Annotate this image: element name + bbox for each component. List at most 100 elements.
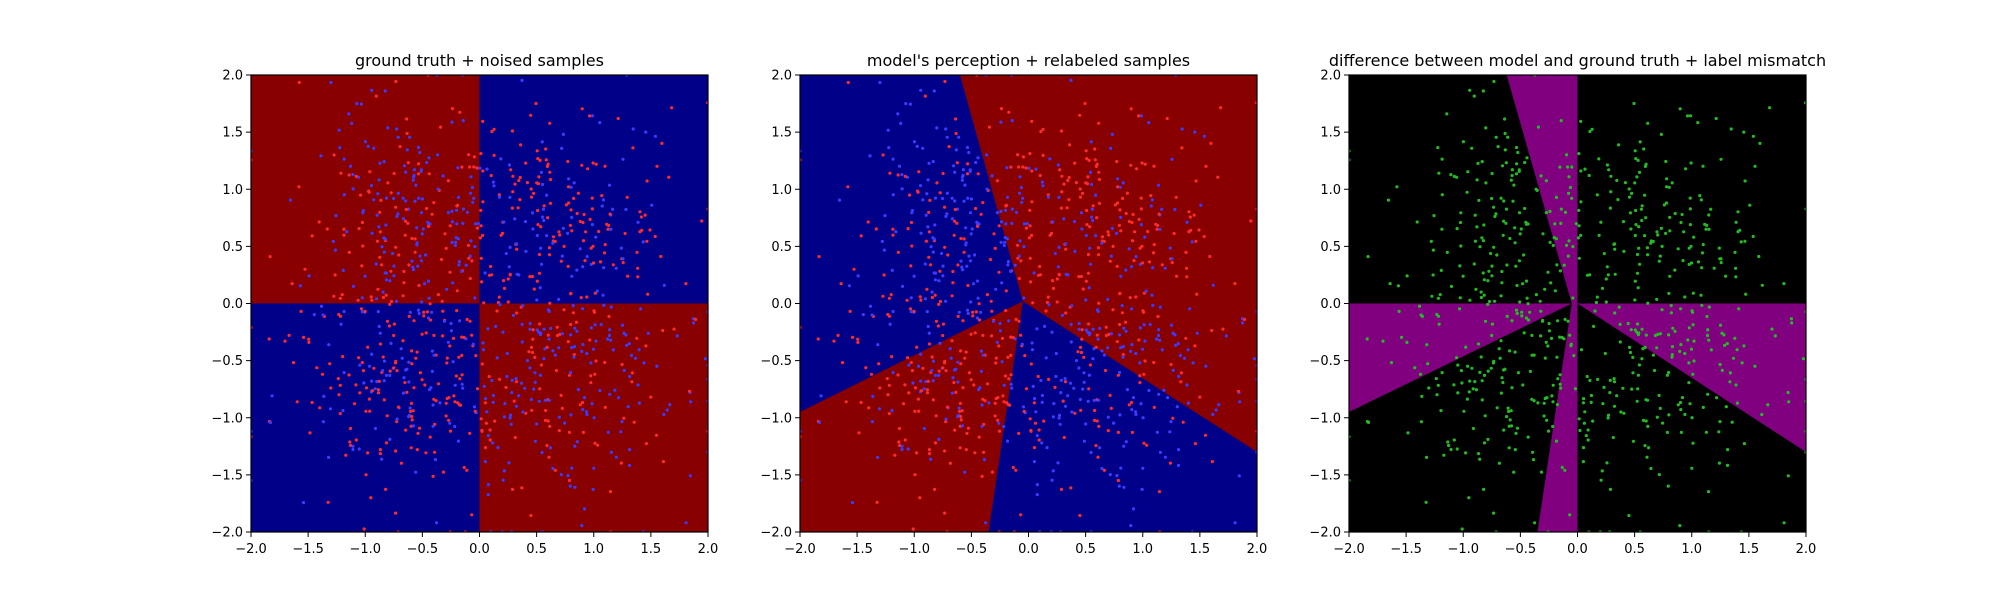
sample-point [424,451,428,455]
sample-point [945,212,949,216]
sample-point [1513,241,1517,245]
sample-point [380,245,384,249]
sample-point [416,264,420,268]
sample-point [1051,415,1055,419]
sample-point [1687,361,1691,365]
sample-point [1009,335,1013,339]
sample-point [1039,129,1043,134]
sample-point [392,366,396,370]
sample-point [1139,207,1143,211]
sample-point [562,244,566,248]
sample-point [566,231,570,235]
sample-point [1636,158,1640,162]
sample-point [1497,461,1501,465]
sample-point [870,313,874,317]
sample-point [1618,322,1622,326]
sample-point [945,405,950,409]
sample-point [1686,338,1690,342]
sample-point [497,295,501,299]
sample-point [1028,224,1032,228]
sample-point [510,129,515,133]
sample-point [989,299,993,303]
sample-point [903,174,907,178]
sample-point [1736,230,1740,234]
sample-point [1006,260,1011,264]
sample-point [943,205,947,209]
sample-point [603,405,607,409]
sample-point [529,187,533,191]
sample-point [416,431,420,435]
sample-point [1111,308,1115,312]
sample-point [1054,351,1058,356]
sample-point [960,424,965,428]
sample-point [470,185,474,190]
sample-point [1209,141,1213,145]
sample-point [1122,444,1126,448]
x-tick-label: 2.0 [1796,542,1817,557]
sample-point [348,426,353,431]
sample-point [1513,226,1517,230]
sample-point [590,223,595,227]
sample-point [1031,301,1035,305]
sample-point [310,400,314,405]
sample-point [344,453,348,457]
sample-point [1365,337,1369,341]
sample-point [547,455,551,459]
sample-point [937,302,941,306]
sample-point [450,220,455,224]
sample-point [1406,431,1410,435]
sample-point [1140,244,1144,248]
sample-point [840,361,845,365]
sample-point [1724,274,1728,278]
sample-point [1116,373,1120,377]
sample-point [909,310,913,314]
sample-point [1487,269,1491,273]
sample-point [878,386,882,390]
sample-point [601,198,606,202]
sample-point [473,222,477,226]
sample-point [1119,466,1123,470]
sample-point [897,164,902,168]
sample-point [906,356,910,360]
sample-point [1538,299,1542,303]
sample-point [1039,273,1043,277]
sample-point [1482,487,1486,491]
sample-point [409,401,413,405]
sample-point [917,364,921,368]
sample-point [1651,353,1655,357]
sample-point [542,204,546,208]
sample-point [1719,157,1723,161]
sample-point [563,421,567,425]
sample-point [1098,326,1102,330]
sample-point [1719,257,1723,261]
sample-point [546,419,550,423]
sample-point [1141,466,1145,470]
sample-point [999,240,1003,244]
sample-point [1760,412,1764,417]
sample-point [571,304,575,308]
sample-point [412,319,416,323]
y-tick-label: −0.5 [211,354,243,369]
sample-point [887,314,892,318]
sample-point [1046,295,1050,299]
sample-point [1027,166,1031,170]
sample-point [621,157,625,161]
sample-point [1635,252,1640,257]
sample-point [342,371,346,375]
sample-point [523,220,528,224]
sample-point [1643,164,1647,168]
sample-point [367,189,371,193]
sample-point [468,431,472,435]
x-tick-label: 2.0 [698,542,719,557]
sample-point [1547,321,1551,326]
sample-point [394,79,398,84]
sample-point [1224,334,1228,338]
sample-point [1615,178,1619,183]
sample-point [514,404,519,408]
sample-point [1612,404,1617,408]
sample-point [1578,428,1582,433]
y-axis: −2.0−1.5−1.0−0.50.00.51.01.52.0 [1309,69,1349,541]
sample-point [386,181,390,185]
sample-point [985,293,990,297]
sample-point [901,402,906,406]
